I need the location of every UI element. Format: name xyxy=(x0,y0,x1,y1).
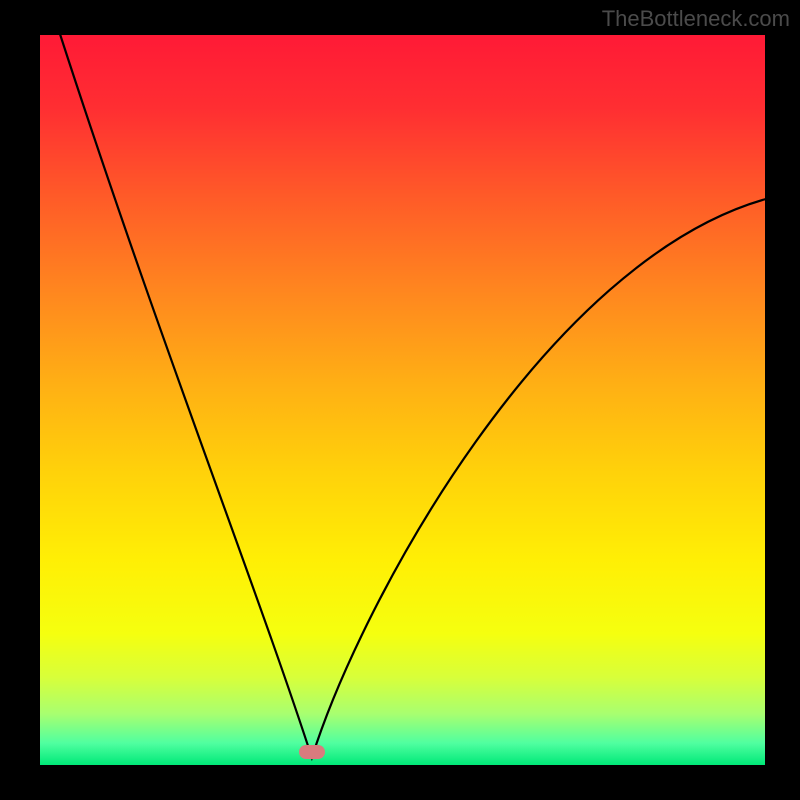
chart-container: TheBottleneck.com xyxy=(0,0,800,800)
watermark-text: TheBottleneck.com xyxy=(602,6,790,32)
heat-gradient-background xyxy=(40,35,765,765)
plot-area xyxy=(40,35,765,765)
optimum-marker xyxy=(299,745,325,759)
